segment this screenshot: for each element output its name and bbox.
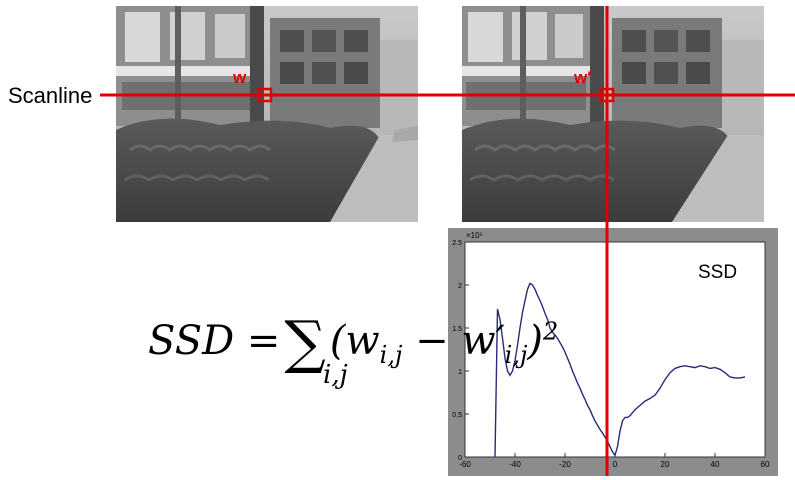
formula-sum-symbol: ∑ — [284, 308, 326, 376]
x-tick-label: -40 — [509, 460, 521, 469]
left-patch-box — [257, 87, 273, 103]
y-multiplier: ×10⁵ — [466, 231, 483, 240]
formula-lhs: SSD = — [148, 318, 281, 364]
scanline-label: Scanline — [8, 83, 93, 108]
y-tick-label: 0.5 — [452, 412, 462, 419]
y-tick-label: 2 — [458, 283, 462, 290]
y-tick-label: 1 — [458, 369, 462, 376]
left-photo — [116, 6, 418, 222]
formula-sum-subscript: i,j — [323, 360, 348, 390]
left-patch-label: w — [233, 68, 247, 87]
right-photo — [462, 6, 764, 222]
right-patch-box — [599, 87, 615, 103]
y-tick-label: 2.5 — [452, 240, 462, 247]
formula-term-open: (w — [329, 318, 380, 364]
right-patch-label: w′ — [574, 68, 592, 87]
formula-term-close: ) — [527, 318, 544, 364]
y-tick-label: 0 — [458, 455, 462, 462]
formula-term-mid: − w′ — [402, 318, 505, 364]
formula-exponent: 2 — [543, 317, 559, 346]
plot-title: SSD — [698, 262, 738, 283]
formula-term-sub1: i,j — [379, 341, 403, 369]
formula-term-sub2: i,j — [504, 341, 528, 369]
x-tick-label: 60 — [761, 460, 770, 469]
x-tick-label: 40 — [711, 460, 720, 469]
x-tick-label: 20 — [661, 460, 670, 469]
x-tick-label: -60 — [459, 460, 471, 469]
x-tick-label: -20 — [559, 460, 571, 469]
ssd-formula: SSD =∑ (wi,j − w′i,j)2 i,j — [148, 300, 559, 390]
x-tick-label: 0 — [613, 460, 618, 469]
